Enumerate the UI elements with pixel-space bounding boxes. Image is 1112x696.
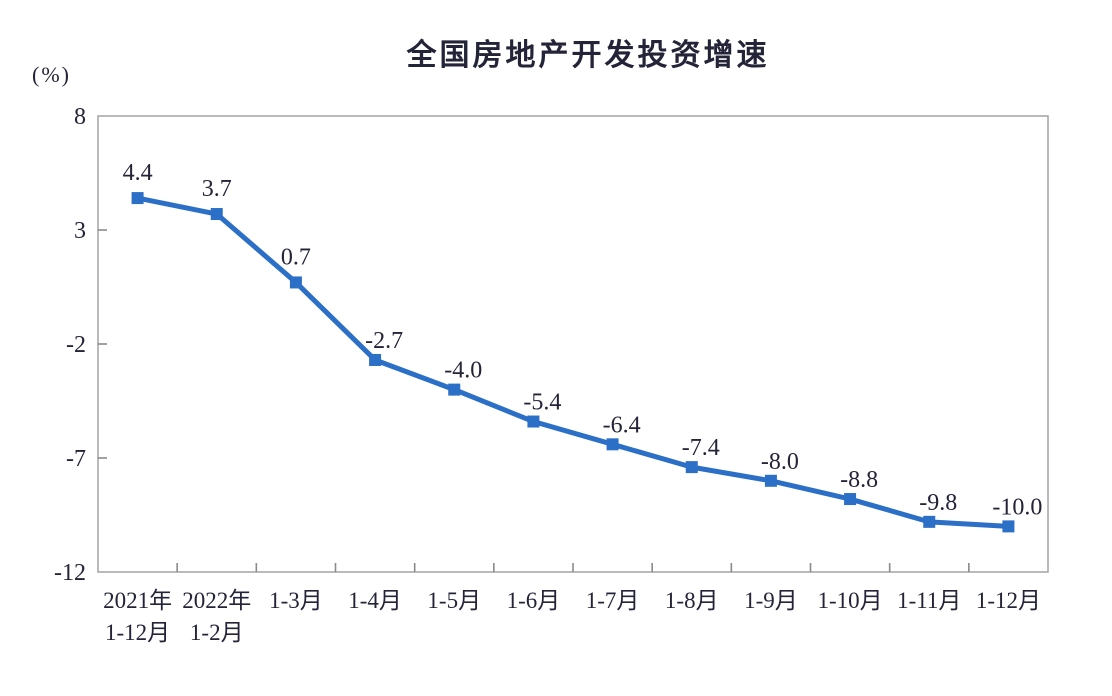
y-axis-tick-label: -7 <box>66 446 86 472</box>
y-axis-tick-label: -2 <box>66 332 86 358</box>
data-point-label: -5.4 <box>523 390 561 416</box>
data-point-label: -4.0 <box>444 358 482 384</box>
data-point-label: 3.7 <box>202 176 232 202</box>
x-axis-category-label: 1-2月 <box>190 620 244 645</box>
data-line <box>135 195 1011 529</box>
data-point-marker <box>606 438 619 451</box>
data-point-label: 4.4 <box>123 160 153 186</box>
data-point-label: -8.8 <box>840 467 878 493</box>
x-axis-category-label: 1-8月 <box>665 588 719 613</box>
x-axis-category-label: 2021年 <box>103 588 172 613</box>
data-point-marker <box>764 474 777 487</box>
y-axis-unit-label: (%) <box>32 62 71 87</box>
x-axis-category-label: 1-11月 <box>897 588 961 613</box>
data-point-marker <box>844 493 857 506</box>
data-point-marker <box>527 415 540 428</box>
x-axis-category-label: 1-4月 <box>348 588 402 613</box>
data-point-marker <box>289 276 302 289</box>
x-axis-category-label: 1-12月 <box>105 620 170 645</box>
plot-area-border <box>97 115 1049 573</box>
data-point-marker <box>131 192 144 205</box>
x-axis-category-label: 1-5月 <box>427 588 481 613</box>
data-point-label: -8.0 <box>761 449 799 475</box>
data-point-label: -6.4 <box>603 412 641 438</box>
x-axis-category-label: 1-6月 <box>507 588 561 613</box>
x-axis-category-label: 1-10月 <box>817 588 882 613</box>
x-axis-category-label: 1-12月 <box>976 588 1041 613</box>
data-point-label: -2.7 <box>365 328 403 354</box>
x-axis-category-label: 1-7月 <box>586 588 640 613</box>
data-point-label: 0.7 <box>281 244 311 270</box>
data-point-label: -10.0 <box>992 494 1042 520</box>
data-point-marker <box>210 208 223 221</box>
chart-title: 全国房地产开发投资增速 <box>406 39 770 72</box>
y-axis-tick-label: -12 <box>54 560 86 586</box>
x-axis-category-label: 1-9月 <box>744 588 798 613</box>
data-point-marker <box>923 515 936 528</box>
y-axis-tick-label: 3 <box>74 218 86 244</box>
x-axis-category-label: 2022年 <box>182 588 251 613</box>
data-point-marker <box>448 383 461 396</box>
data-point-marker <box>1002 520 1015 533</box>
x-axis-category-label: 1-3月 <box>269 588 323 613</box>
y-axis-tick-label: 8 <box>74 104 86 130</box>
data-point-label: -9.8 <box>919 490 957 516</box>
data-point-label: -7.4 <box>682 435 720 461</box>
data-point-marker <box>685 461 698 474</box>
data-point-marker <box>369 353 382 366</box>
